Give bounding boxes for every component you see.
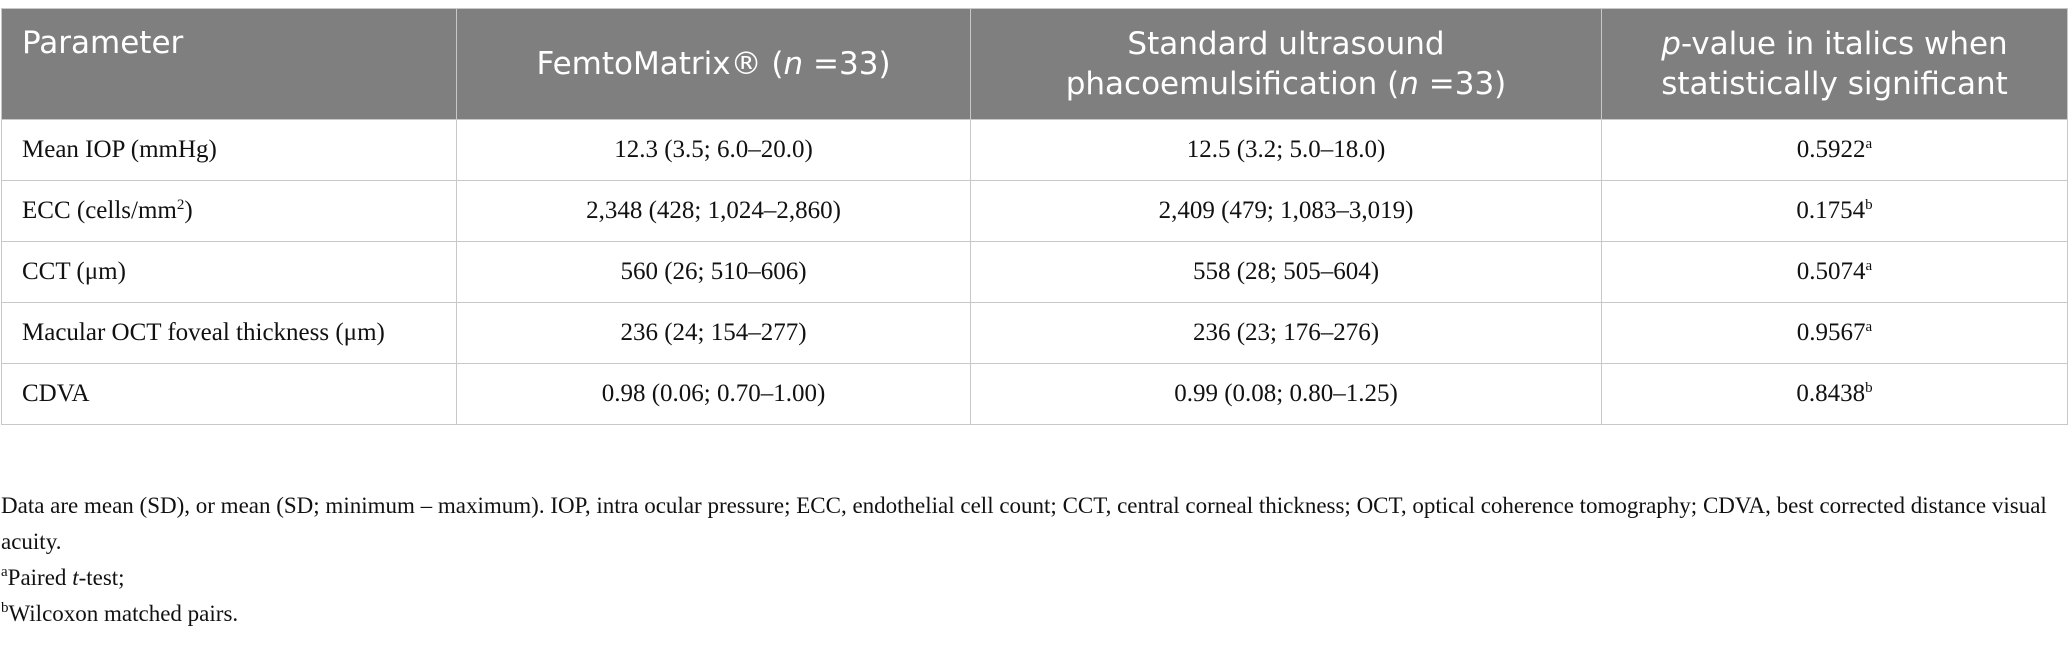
note-mark: a xyxy=(1865,319,1873,335)
table-row: CCT (μm) 560 (26; 510–606) 558 (28; 505–… xyxy=(1,241,2068,303)
cell: 558 (28; 505–604) xyxy=(970,241,1602,303)
cell: 2,409 (479; 1,083–3,019) xyxy=(970,180,1602,242)
note-mark: b xyxy=(1865,380,1873,396)
header-text: -value in italics when statistically sig… xyxy=(1661,26,2008,102)
cell: 0.9567a xyxy=(1601,302,2068,364)
header-cell: p-value in italics when statistically si… xyxy=(1601,8,2068,120)
p-value: 0.5922 xyxy=(1796,136,1866,163)
header-text: FemtoMatrix® ( xyxy=(536,46,784,82)
cell: 236 (24; 154–277) xyxy=(456,302,971,364)
p-value: 0.5074 xyxy=(1796,258,1866,285)
header-cell: Standard ultrasound phacoemulsification … xyxy=(970,8,1602,120)
p-value: 0.8438 xyxy=(1796,380,1866,407)
footnote-text: -test; xyxy=(78,565,125,590)
cell: CCT (μm) xyxy=(1,241,457,303)
footnote: bWilcoxon matched pairs. xyxy=(1,596,2061,632)
cell-text: ECC (cells/mm xyxy=(22,197,177,224)
cell: 560 (26; 510–606) xyxy=(456,241,971,303)
header-text: n xyxy=(783,46,804,82)
superscript: 2 xyxy=(176,197,185,213)
table-row: Mean IOP (mmHg) 12.3 (3.5; 6.0–20.0) 12.… xyxy=(1,119,2068,181)
table-row: CDVA 0.98 (0.06; 0.70–1.00) 0.99 (0.08; … xyxy=(1,363,2068,425)
cell: CDVA xyxy=(1,363,457,425)
header-text: =33) xyxy=(1418,66,1507,102)
table-row: Macular OCT foveal thickness (μm) 236 (2… xyxy=(1,302,2068,364)
footnote: aPaired t-test; xyxy=(1,560,2061,596)
cell: 12.5 (3.2; 5.0–18.0) xyxy=(970,119,1602,181)
cell: 2,348 (428; 1,024–2,860) xyxy=(456,180,971,242)
cell: Macular OCT foveal thickness (μm) xyxy=(1,302,457,364)
cell: 0.98 (0.06; 0.70–1.00) xyxy=(456,363,971,425)
header-text: Standard ultrasound phacoemulsification … xyxy=(1065,26,1445,102)
cell: 0.5074a xyxy=(1601,241,2068,303)
data-table: Parameter FemtoMatrix® (n =33) Standard … xyxy=(1,8,2068,425)
cell: Mean IOP (mmHg) xyxy=(1,119,457,181)
cell: 0.99 (0.08; 0.80–1.25) xyxy=(970,363,1602,425)
footnote-text: t xyxy=(72,565,79,590)
header-text: Parameter xyxy=(22,25,184,61)
note-mark: a xyxy=(1865,258,1873,274)
footnote-text: Wilcoxon matched pairs. xyxy=(8,601,239,626)
footnotes: Data are mean (SD), or mean (SD; minimum… xyxy=(1,488,2061,632)
footnote-text: Paired xyxy=(7,565,73,590)
note-mark: b xyxy=(1,600,9,616)
cell: 236 (23; 176–276) xyxy=(970,302,1602,364)
header-text: p xyxy=(1661,26,1681,62)
table-row: ECC (cells/mm2) 2,348 (428; 1,024–2,860)… xyxy=(1,180,2068,242)
cell: 0.8438b xyxy=(1601,363,2068,425)
cell: ECC (cells/mm2) xyxy=(1,180,457,242)
header-text: n xyxy=(1399,66,1419,102)
cell-text: ) xyxy=(184,197,193,224)
header-cell: Parameter xyxy=(1,8,457,120)
cell: 0.1754b xyxy=(1601,180,2068,242)
cell: 0.5922a xyxy=(1601,119,2068,181)
note-mark: b xyxy=(1865,197,1873,213)
header-text: =33) xyxy=(803,46,891,82)
note-mark: a xyxy=(1865,136,1873,152)
note-mark: a xyxy=(1,564,8,580)
cell: 12.3 (3.5; 6.0–20.0) xyxy=(456,119,971,181)
footnote: Data are mean (SD), or mean (SD; minimum… xyxy=(1,493,2047,554)
header-cell: FemtoMatrix® (n =33) xyxy=(456,8,971,120)
p-value: 0.9567 xyxy=(1796,319,1866,346)
header-row: Parameter FemtoMatrix® (n =33) Standard … xyxy=(1,8,2068,120)
p-value: 0.1754 xyxy=(1796,197,1866,224)
